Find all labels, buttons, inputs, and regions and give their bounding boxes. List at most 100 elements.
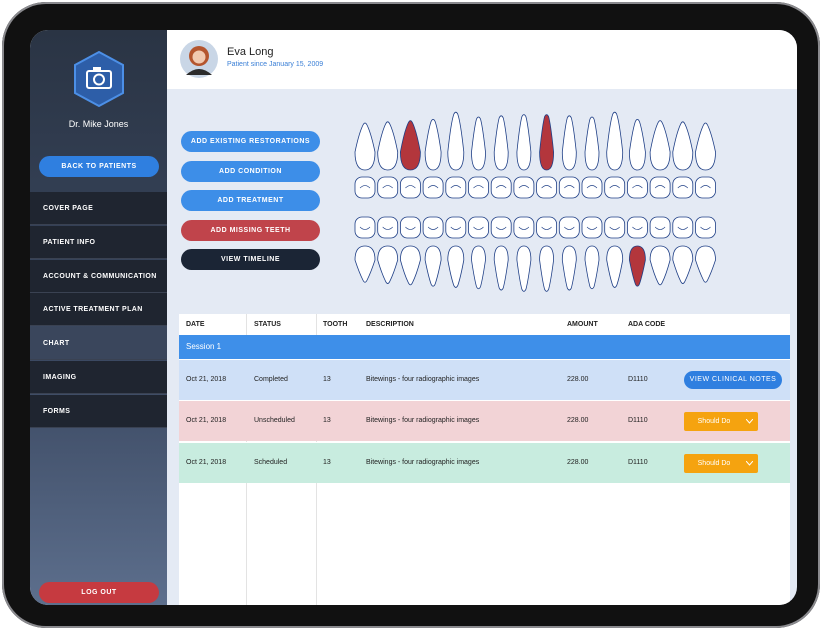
cell-code: D1110 [628,417,648,425]
cell-tooth: 13 [323,417,331,425]
tooth [581,216,603,239]
status-dropdown[interactable]: Should Do [684,453,758,473]
cell-date: Oct 21, 2018 [186,458,227,466]
action-button[interactable]: ADD MISSING TEETH [181,219,320,241]
tooth [495,226,507,230]
tooth [700,185,711,189]
status-dropdown[interactable]: Should Do [684,412,758,432]
tooth [422,176,444,199]
tooth [541,226,552,230]
tooth [518,226,530,230]
cell-date: Oct 21, 2018 [186,376,227,383]
tooth [518,185,530,189]
tooth [447,111,465,171]
column-header: AMOUNT [567,321,598,328]
dropdown-caret [746,460,753,466]
dropdown-label: Should Do [697,418,731,426]
tooth [377,121,399,171]
table-row: Oct 21, 2018 Unscheduled 13 Bitewings - fou… [179,400,790,442]
tooth [513,176,535,199]
tooth [586,185,598,189]
cell-description: Bitewings - four radiographic images [366,458,480,466]
camera-icon [74,50,124,108]
session-row: Session 1 [179,335,790,359]
tooth [672,216,694,239]
cell-tooth: 13 [323,458,331,466]
tooth [490,216,512,239]
tooth [649,216,671,239]
menu-item[interactable]: ACCOUNT & COMMUNICATION [30,259,167,293]
tooth [450,185,462,189]
column-header: DATE [186,321,205,328]
cell-description: Bitewings - four radiographic images [366,376,480,383]
tooth-chart [354,111,716,292]
avatar [180,40,218,78]
column-header: DESCRIPTION [366,321,414,328]
tooth [473,185,484,189]
tooth [399,120,421,171]
cell-status: Completed [254,376,288,383]
tooth [628,245,646,287]
tooth [382,226,393,230]
clinical-notes-button[interactable]: VIEW CLINICAL NOTES [684,371,782,389]
action-button[interactable]: ADD TREATMENT [181,190,320,211]
header: Eva Long Patient since January 15, 2009 [167,30,797,89]
back-button[interactable]: BACK TO PATIENTS [39,156,159,177]
cell-date: Oct 21, 2018 [186,417,227,425]
menu-item[interactable]: IMAGING [30,361,167,394]
patient-since: Patient since January 15, 2009 [227,61,324,68]
menu-item[interactable]: COVER PAGE [30,192,167,225]
action-button[interactable]: VIEW TIMELINE [181,249,320,270]
menu-item[interactable]: CHART [30,327,167,361]
tooth [490,176,512,199]
tooth [399,245,421,286]
tooth [536,216,558,239]
tooth [541,185,552,189]
tooth [493,245,509,291]
tooth [609,185,620,189]
tooth [400,216,421,239]
column-header: TOOTH [323,321,348,328]
tooth [564,185,575,189]
tooth [584,245,600,290]
tooth [606,111,624,171]
tooth [584,116,600,171]
action-button[interactable]: ADD EXISTING RESTORATIONS [181,131,320,152]
tooth [382,185,393,189]
action-button[interactable]: ADD CONDITION [181,160,320,182]
tooth [427,185,439,189]
menu-item[interactable]: PATIENT INFO [30,225,167,259]
tooth [677,185,689,189]
tooth [564,226,575,230]
tooth [632,185,643,189]
logout-button[interactable]: LOG OUT [39,582,159,603]
tooth [516,114,532,171]
tooth [695,122,716,171]
patient-name: Eva Long [227,46,274,58]
cell-status: Unscheduled [254,417,295,425]
tooth [558,216,580,239]
tooth [649,245,671,286]
treatment-table: DATE STATUS TOOTH DESCRIPTION AMOUNT ADA CODE… [179,314,790,605]
menu-item[interactable]: FORMS [30,394,167,428]
tooth [558,176,580,199]
tooth [471,116,486,171]
tooth [606,245,624,288]
menu-item[interactable]: ACTIVE TREATMENT PLAN [30,293,167,327]
tooth [695,216,716,239]
tooth [377,176,399,199]
tooth [561,245,577,291]
table-row: Oct 21, 2018 Completed 13 Bitewings - four … [179,359,790,400]
cell-description: Bitewings - four radiographic images [366,417,480,425]
tooth [424,245,442,287]
tooth [354,245,376,283]
tooth [354,216,376,239]
cell-code: D1110 [628,376,648,383]
tooth [604,176,626,199]
tooth [377,245,399,284]
tooth [536,176,558,199]
doctor-name: Dr. Mike Jones [68,119,129,129]
tooth [424,119,442,171]
cell-tooth: 13 [323,376,331,383]
